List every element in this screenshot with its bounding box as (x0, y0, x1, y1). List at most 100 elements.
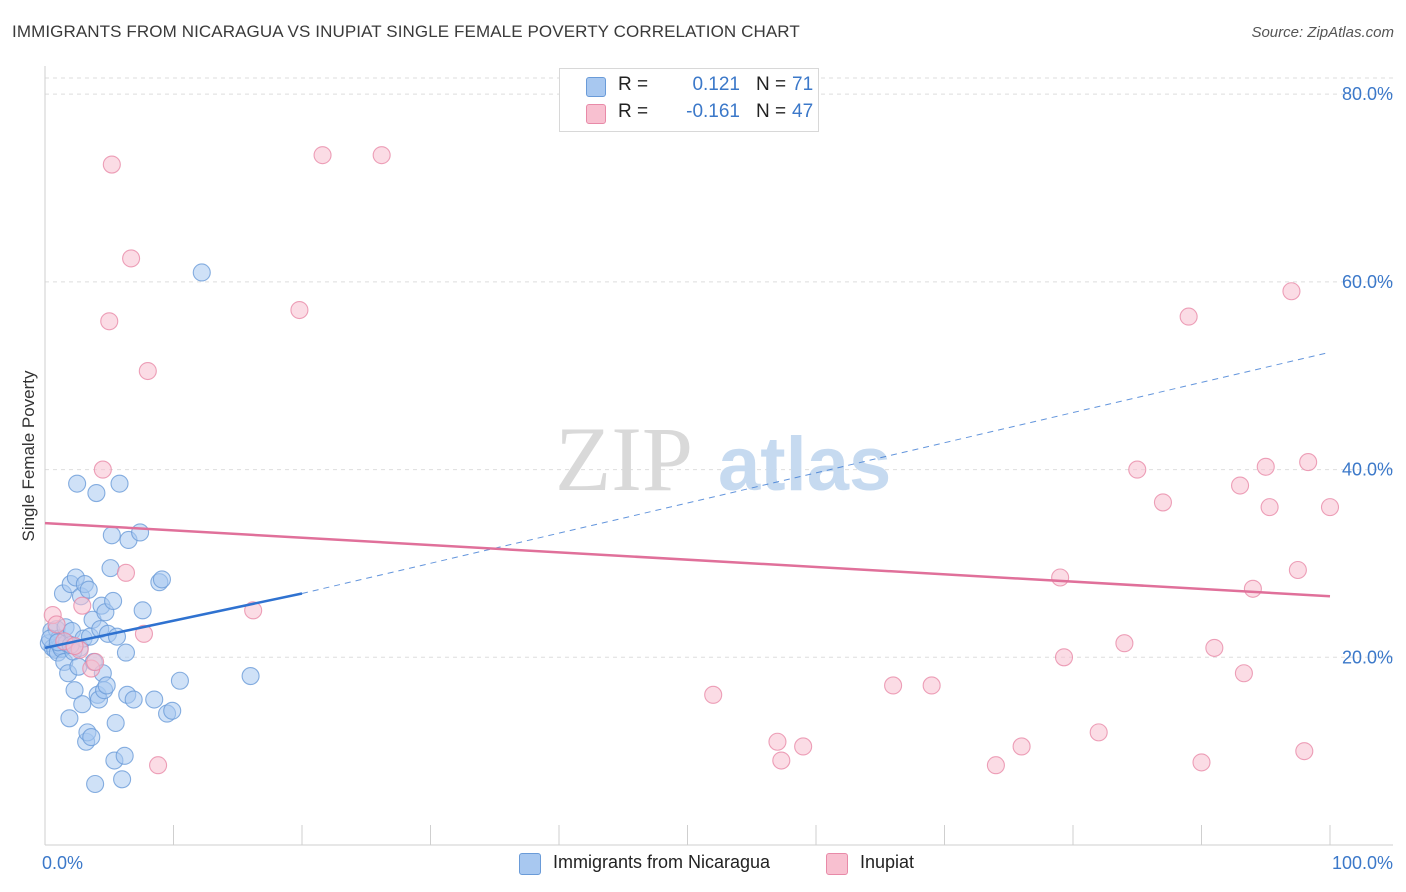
data-point (372, 146, 391, 165)
legend-n-value: 71 (792, 74, 814, 95)
y-tick-label: 40.0% (1342, 460, 1393, 480)
legend-r-label: R = (618, 101, 649, 122)
y-tick-label: 20.0% (1342, 647, 1393, 667)
data-point (1054, 648, 1074, 667)
trend-lines (44, 351, 1331, 650)
data-point (313, 146, 332, 165)
data-point (1192, 753, 1211, 772)
data-point (47, 615, 66, 634)
legend-r-value: 0.121 (692, 74, 740, 95)
data-point (60, 709, 79, 728)
bottom-legend-label: Immigrants from Nicaragua (553, 852, 771, 872)
axes (44, 66, 1393, 846)
data-point (145, 690, 164, 709)
y-tick-label: 80.0% (1342, 84, 1393, 104)
data-point (101, 559, 120, 578)
x-tick-labels: 0.0% 100.0% (42, 853, 1393, 873)
y-tick-label: 60.0% (1342, 272, 1393, 292)
legend-r-value: -0.161 (686, 101, 740, 122)
data-point (86, 774, 105, 794)
data-point (152, 570, 171, 589)
data-point (192, 263, 211, 282)
data-point (73, 695, 92, 714)
data-point (65, 681, 84, 700)
data-point (1115, 634, 1134, 653)
data-point (1295, 742, 1314, 761)
data-point (116, 643, 136, 662)
data-point (124, 690, 143, 709)
data-point (131, 523, 150, 542)
data-point (134, 624, 153, 643)
data-point (93, 460, 112, 479)
data-point (170, 671, 189, 690)
series-inupiat (43, 146, 1340, 775)
data-point (768, 732, 787, 751)
data-point (1128, 460, 1147, 479)
data-point (97, 676, 116, 695)
legend-n-label: N = (756, 101, 787, 122)
y-tick-labels: 20.0% 40.0% 60.0% 80.0% (1342, 84, 1393, 667)
data-point (100, 312, 119, 331)
trend-line-nicaragua (44, 592, 303, 650)
data-point (1282, 282, 1301, 301)
data-point (241, 667, 260, 686)
legend: R = 0.121 N = 71 R = -0.161 N = 47 (559, 68, 819, 132)
data-point (149, 756, 168, 775)
data-point (1256, 457, 1275, 476)
data-point (122, 249, 141, 268)
watermark: ZIP atlas (555, 408, 891, 510)
legend-n-label: N = (756, 74, 787, 95)
data-point (115, 746, 134, 765)
bottom-legend-swatch-nicaragua (519, 853, 541, 875)
data-point (1153, 493, 1172, 512)
data-point (244, 601, 263, 620)
source-label: Source: ZipAtlas.com (1251, 24, 1394, 41)
data-point (1234, 664, 1253, 683)
data-point (1288, 560, 1307, 580)
data-point (1299, 453, 1318, 472)
data-point (68, 474, 87, 493)
x-tick-label-min: 0.0% (42, 853, 83, 873)
watermark-atlas: atlas (718, 422, 891, 507)
data-point (1320, 498, 1340, 517)
legend-swatch-nicaragua (586, 77, 606, 97)
data-point (1260, 498, 1279, 517)
data-point (104, 591, 123, 611)
trend-line-inupiat (44, 521, 1331, 598)
data-point (106, 713, 125, 733)
bottom-legend-swatch-inupiat (826, 853, 848, 875)
legend-r-label: R = (618, 74, 649, 95)
data-point (1089, 723, 1108, 742)
data-point (922, 676, 941, 695)
data-point (986, 756, 1005, 775)
data-point (116, 563, 136, 582)
data-point (87, 483, 106, 503)
data-point (133, 601, 152, 620)
data-point (138, 361, 157, 381)
data-point (1231, 476, 1250, 495)
data-point (704, 685, 723, 704)
data-point (163, 701, 182, 720)
data-point (102, 526, 121, 545)
data-point (290, 300, 309, 320)
data-point (794, 737, 813, 756)
x-tick-label-max: 100.0% (1332, 853, 1393, 873)
data-point (110, 474, 129, 493)
data-point (113, 770, 132, 789)
y-axis-label: Single Female Poverty (19, 370, 38, 542)
legend-swatch-inupiat (586, 104, 606, 124)
watermark-zip: ZIP (555, 408, 693, 510)
chart-title: IMMIGRANTS FROM NICARAGUA VS INUPIAT SIN… (12, 22, 800, 41)
data-point (79, 580, 98, 599)
data-point (884, 676, 903, 695)
data-point (772, 751, 791, 770)
legend-n-value: 47 (792, 101, 814, 122)
bottom-legend-label: Inupiat (860, 852, 915, 872)
data-point (1205, 638, 1224, 657)
data-point (1179, 307, 1198, 326)
data-point (1012, 737, 1031, 756)
grid-lines (45, 77, 1393, 658)
data-point (102, 155, 121, 174)
data-point (1243, 579, 1262, 598)
